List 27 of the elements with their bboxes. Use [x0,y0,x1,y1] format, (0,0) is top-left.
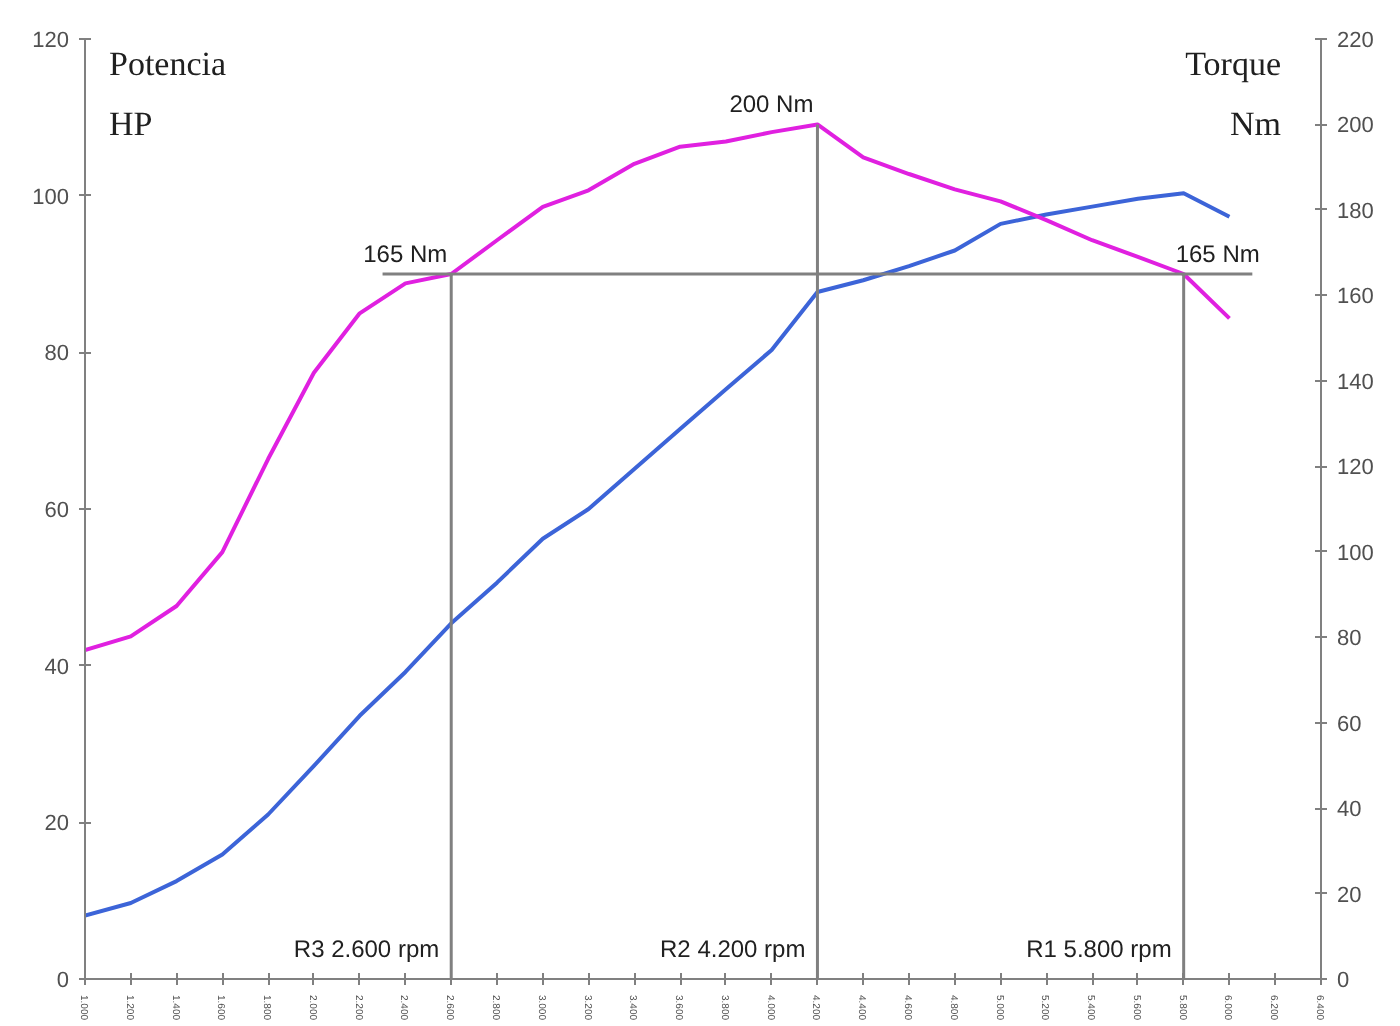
y-tick-label: 60 [44,499,70,523]
y-tick-label: 120 [32,29,70,53]
annotation: 165 Nm [363,240,448,268]
ref-line-label: R2 4.200 rpm [660,935,806,963]
y2-tick-label: 0 [1337,969,1350,993]
annotation: 200 Nm [729,90,814,119]
y-tick-label: 20 [44,812,70,837]
y-tick-label: 40 [44,655,70,680]
ref-line-label: R3 2.600 rpm [293,935,440,963]
y2-tick-label: 60 [1337,712,1362,737]
y2-tick-label: 180 [1337,199,1374,224]
y2-axis-title: Torque Nm [1185,45,1281,143]
y-tick-label: 100 [32,185,70,210]
y2-tick-label: 40 [1337,798,1362,823]
y2-tick-label: 120 [1337,456,1374,481]
y-axis-title: Potencia HP [109,45,227,143]
y2-tick-label: 220 [1337,29,1374,53]
y2-tick-label: 160 [1337,285,1374,310]
annotation: 165 Nm [1175,240,1260,268]
y-tick-label: 80 [44,342,70,367]
y2-tick-label: 20 [1337,883,1362,908]
ref-line-label: R1 5.800 rpm [1026,935,1172,963]
y2-tick-label: 140 [1337,370,1374,395]
y2-tick-label: 100 [1337,541,1374,566]
y-tick-label: 0 [56,969,70,993]
y2-tick-label: 80 [1337,627,1362,652]
y2-tick-label: 200 [1337,114,1374,139]
